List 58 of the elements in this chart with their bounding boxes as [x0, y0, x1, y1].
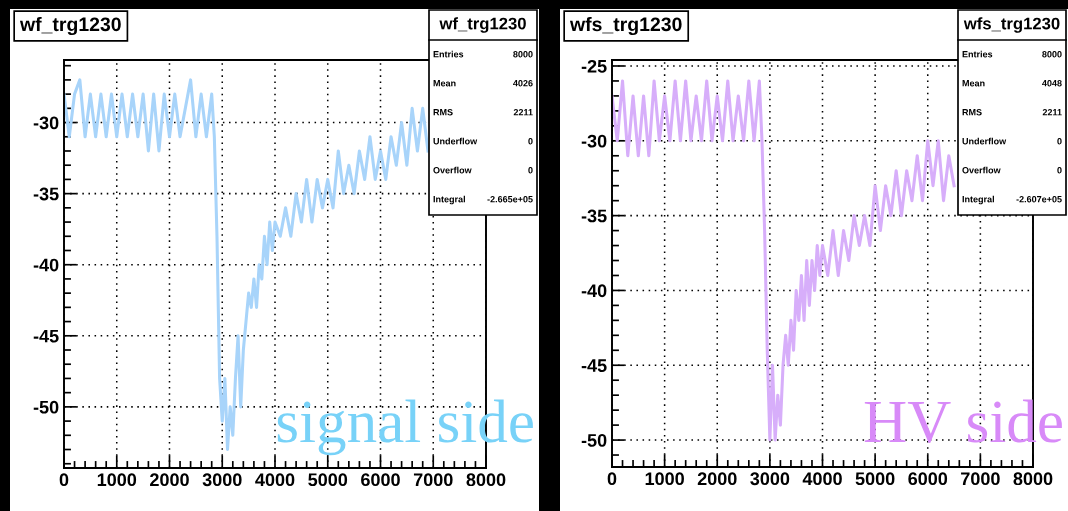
- annotation: -2.607e+05: [1016, 196, 1062, 203]
- text: 2211: [1042, 109, 1062, 116]
- annotation: Overflow: [962, 166, 1001, 174]
- y-tick-label: -30: [33, 116, 59, 130]
- text: 0: [1057, 138, 1062, 145]
- text: 4048: [1042, 80, 1062, 87]
- chart-title: wfs_trg1230: [569, 16, 682, 36]
- y-tick-label: -40: [581, 284, 607, 298]
- annotation: Mean: [962, 80, 985, 87]
- annotation: Integral: [433, 195, 465, 205]
- chart-title: wf_trg1230: [19, 16, 121, 36]
- x-tick-label: 1000: [645, 472, 684, 486]
- y-tick-label: -50: [581, 434, 607, 447]
- y-tick-label: -45: [33, 329, 59, 343]
- annotation: Mean: [433, 80, 456, 87]
- text: wfs_trg1230: [963, 17, 1060, 33]
- x-tick-label: 3000: [202, 473, 242, 487]
- x-tick-label: 6000: [361, 473, 400, 487]
- text: wf_trg1230: [439, 17, 526, 33]
- x-tick-label: 1000: [97, 473, 137, 487]
- y-tick-label: -35: [33, 187, 59, 201]
- y-tick-label: -40: [33, 258, 59, 272]
- x-tick-label: 5000: [308, 473, 348, 487]
- text: Entries: [433, 50, 464, 58]
- x-tick-label: 2000: [150, 473, 189, 487]
- y-tick-label: -50: [33, 400, 59, 414]
- x-tick-label: 3000: [750, 472, 790, 486]
- text: 0: [528, 138, 533, 145]
- x-tick-label: 2000: [697, 472, 737, 486]
- x-tick-label: 6000: [908, 472, 948, 486]
- text: 0: [1057, 167, 1062, 174]
- annotation: Underflow: [962, 137, 1007, 145]
- annotation: RMS: [962, 109, 982, 116]
- text: 4026: [513, 80, 533, 87]
- x-tick-label: 5000: [855, 472, 895, 486]
- text: 8000: [1042, 51, 1062, 58]
- x-tick-label: 8000: [1013, 472, 1053, 486]
- text: -2.665e+05: [487, 196, 533, 203]
- text: Entries: [962, 50, 993, 58]
- annotation: Underflow: [433, 137, 478, 145]
- x-tick-label: 0: [59, 473, 69, 487]
- x-tick-label: 7000: [413, 473, 453, 487]
- y-tick-label: -25: [581, 59, 607, 73]
- x-tick-label: 8000: [466, 473, 506, 487]
- x-tick-label: 7000: [961, 472, 1000, 486]
- y-tick-label: -30: [581, 134, 607, 148]
- annotation: Overflow: [433, 166, 472, 174]
- y-tick-label: -45: [581, 359, 607, 372]
- y-tick-label: -35: [581, 209, 607, 223]
- text: 0: [528, 167, 533, 174]
- x-tick-label: 4000: [802, 472, 842, 486]
- annotation: RMS: [433, 109, 453, 116]
- x-tick-label: 0: [607, 472, 617, 486]
- annotation: Integral: [962, 195, 994, 205]
- line-series: [612, 79, 956, 442]
- x-tick-label: 4000: [255, 473, 295, 487]
- text: 8000: [513, 51, 533, 58]
- text: 2211: [513, 109, 533, 116]
